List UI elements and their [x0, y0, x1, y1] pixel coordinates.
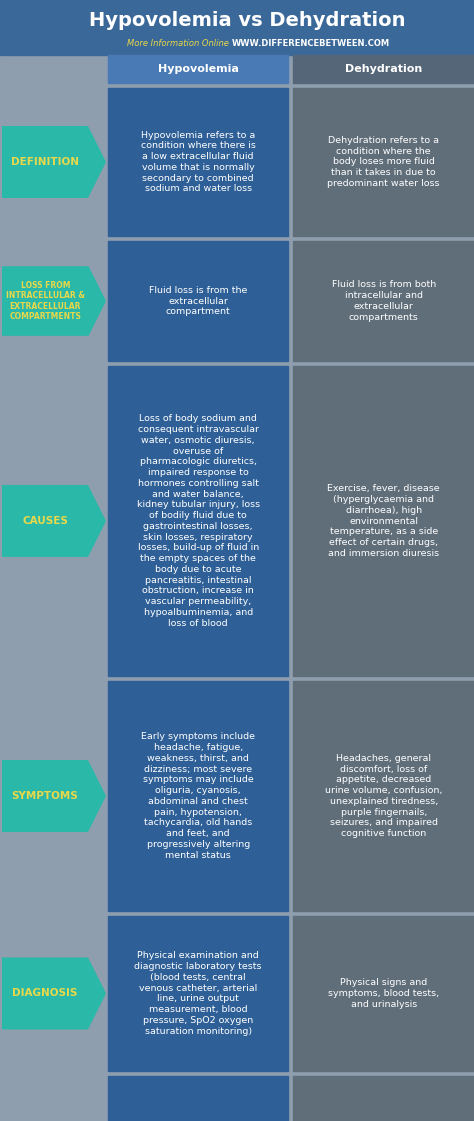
Text: Physical signs and
symptoms, blood tests,
and urinalysis: Physical signs and symptoms, blood tests…	[328, 979, 439, 1009]
Bar	[0, 0, 474, 55]
Bar	[293, 680, 474, 911]
Text: Physical examination and
diagnostic laboratory tests
(blood tests, central
venou: Physical examination and diagnostic labo…	[135, 952, 262, 1036]
Polygon shape	[2, 266, 106, 336]
Text: Loss of body sodium and
consequent intravascular
water, osmotic diuresis,
overus: Loss of body sodium and consequent intra…	[137, 415, 260, 628]
Text: More Information Online: More Information Online	[128, 39, 232, 48]
Text: Fluid loss is from both
intracellular and
extracellular
compartments: Fluid loss is from both intracellular an…	[332, 280, 436, 322]
Bar	[293, 365, 474, 676]
Polygon shape	[2, 126, 106, 198]
Bar	[293, 55, 474, 83]
Text: Early symptoms include
headache, fatigue,
weakness, thirst, and
dizziness; most : Early symptoms include headache, fatigue…	[141, 732, 255, 860]
Bar	[108, 680, 289, 911]
Text: SYMPTOMS: SYMPTOMS	[12, 791, 78, 802]
Bar	[293, 89, 474, 237]
Text: Dehydration: Dehydration	[345, 64, 422, 74]
Text: Dehydration refers to a
condition where the
body loses more fluid
than it takes : Dehydration refers to a condition where …	[328, 136, 440, 188]
Bar	[293, 1076, 474, 1121]
Bar	[293, 241, 474, 361]
Bar	[108, 241, 289, 361]
Text: WWW.DIFFERENCEBETWEEN.COM: WWW.DIFFERENCEBETWEEN.COM	[232, 39, 390, 48]
Polygon shape	[2, 485, 106, 557]
Text: Hypovolemia: Hypovolemia	[158, 64, 239, 74]
Bar	[108, 365, 289, 676]
Bar	[108, 55, 289, 83]
Text: Hypovolemia refers to a
condition where there is
a low extracellular fluid
volum: Hypovolemia refers to a condition where …	[141, 131, 255, 194]
Bar	[108, 916, 289, 1071]
Text: Exercise, fever, disease
(hyperglycaemia and
diarrhoea), high
environmental
temp: Exercise, fever, disease (hyperglycaemia…	[328, 484, 440, 558]
Polygon shape	[2, 760, 106, 832]
Text: Headaches, general
discomfort, loss of
appetite, decreased
urine volume, confusi: Headaches, general discomfort, loss of a…	[325, 754, 442, 839]
Text: DEFINITION: DEFINITION	[11, 157, 79, 167]
Text: CAUSES: CAUSES	[22, 516, 68, 526]
Text: Hypovolemia vs Dehydration: Hypovolemia vs Dehydration	[89, 11, 405, 30]
Bar	[108, 89, 289, 237]
Text: LOSS FROM
INTRACELLULAR &
EXTRACELLULAR
COMPARTMENTS: LOSS FROM INTRACELLULAR & EXTRACELLULAR …	[6, 281, 85, 321]
Bar	[293, 916, 474, 1071]
Text: DIAGNOSIS: DIAGNOSIS	[12, 989, 78, 999]
Polygon shape	[2, 957, 106, 1029]
Bar	[108, 1076, 289, 1121]
Text: Fluid loss is from the
extracellular
compartment: Fluid loss is from the extracellular com…	[149, 286, 247, 316]
